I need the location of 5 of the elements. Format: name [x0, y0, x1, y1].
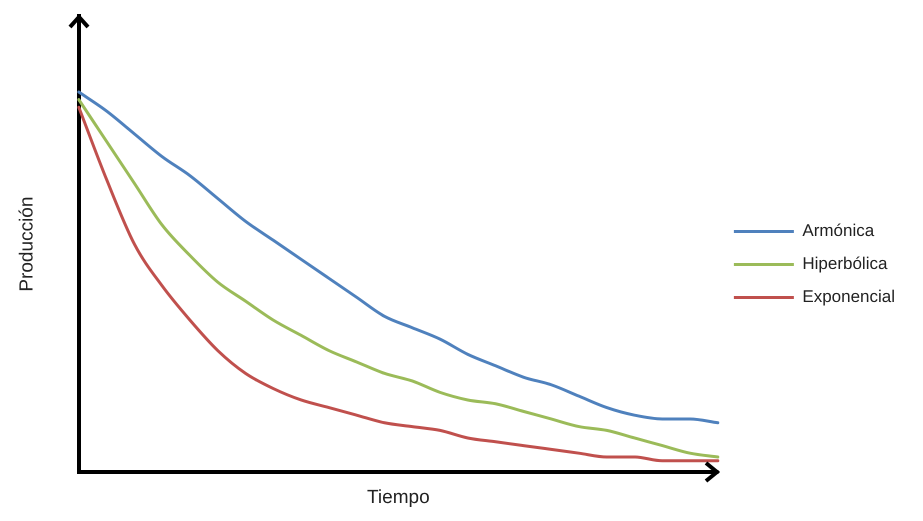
x-axis-title: Tiempo [367, 486, 430, 508]
legend-label: Armónica [802, 221, 875, 240]
legend-label: Hiperbólica [802, 254, 888, 274]
legend-label: Exponencial [802, 287, 896, 306]
y-axis-title: Producción [16, 196, 38, 292]
